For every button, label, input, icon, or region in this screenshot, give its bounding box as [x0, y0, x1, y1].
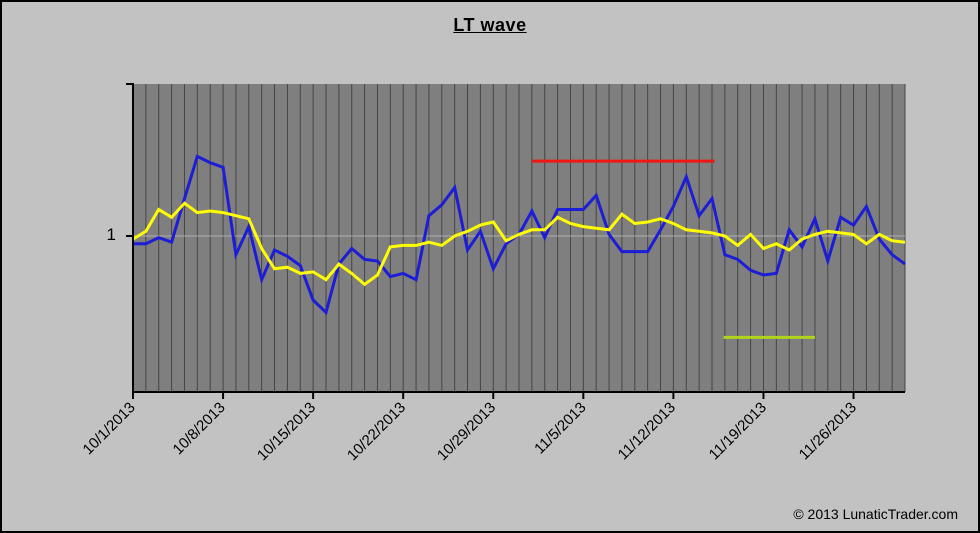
smoothed-wave-series-line	[132, 201, 906, 287]
chart-title: LT wave	[453, 15, 527, 35]
y-axis-tick-label: 1	[106, 225, 116, 244]
copyright-text: © 2013 LunaticTrader.com	[793, 506, 958, 522]
